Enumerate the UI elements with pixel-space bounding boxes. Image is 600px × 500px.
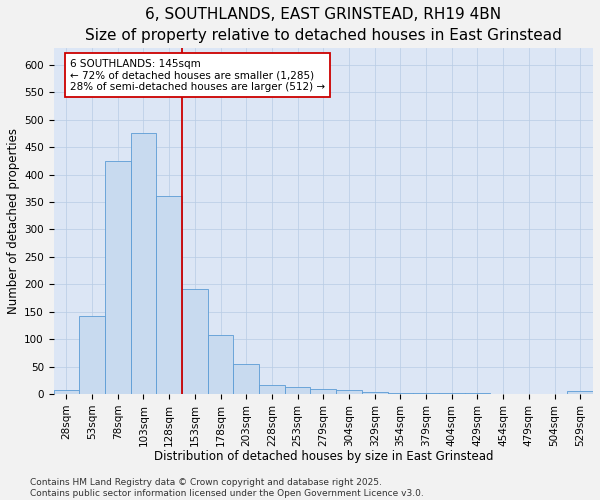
Text: Contains HM Land Registry data © Crown copyright and database right 2025.
Contai: Contains HM Land Registry data © Crown c…	[30, 478, 424, 498]
Bar	[233, 364, 259, 394]
Bar	[182, 288, 208, 394]
Bar	[53, 390, 79, 394]
Y-axis label: Number of detached properties: Number of detached properties	[7, 128, 20, 314]
Bar	[568, 392, 593, 394]
Bar	[310, 388, 336, 394]
Bar	[362, 392, 388, 394]
Bar	[285, 387, 310, 394]
Bar	[388, 393, 413, 394]
Title: 6, SOUTHLANDS, EAST GRINSTEAD, RH19 4BN
Size of property relative to detached ho: 6, SOUTHLANDS, EAST GRINSTEAD, RH19 4BN …	[85, 7, 562, 43]
X-axis label: Distribution of detached houses by size in East Grinstead: Distribution of detached houses by size …	[154, 450, 493, 463]
Bar	[208, 336, 233, 394]
Bar	[259, 384, 285, 394]
Text: 6 SOUTHLANDS: 145sqm
← 72% of detached houses are smaller (1,285)
28% of semi-de: 6 SOUTHLANDS: 145sqm ← 72% of detached h…	[70, 58, 325, 92]
Bar	[157, 196, 182, 394]
Bar	[105, 161, 131, 394]
Bar	[413, 393, 439, 394]
Bar	[336, 390, 362, 394]
Bar	[131, 134, 157, 394]
Bar	[79, 316, 105, 394]
